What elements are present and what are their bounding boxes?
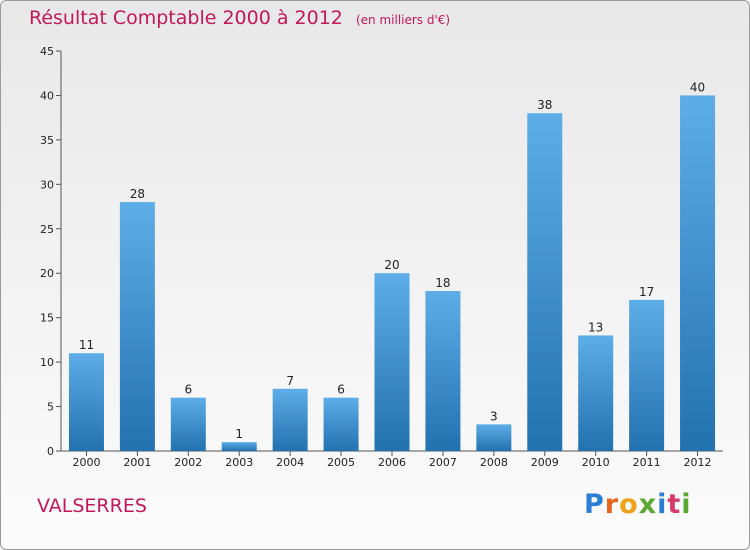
x-tick-label-2010: 2010 [582, 456, 610, 469]
bar-2007[interactable] [425, 291, 461, 451]
x-tick-label-2005: 2005 [327, 456, 355, 469]
value-label-2001: 28 [130, 187, 145, 201]
bar-2003[interactable] [221, 442, 257, 451]
bar-2004[interactable] [272, 388, 308, 451]
x-tick-label-2002: 2002 [174, 456, 202, 469]
x-tick-label-2011: 2011 [633, 456, 661, 469]
y-tick-label: 35 [40, 134, 54, 147]
value-label-2012: 40 [690, 80, 705, 94]
logo-letter: x [638, 489, 658, 520]
value-label-2009: 38 [537, 98, 552, 112]
x-tick-label-2003: 2003 [225, 456, 253, 469]
chart-subtitle: (en milliers d'€) [355, 13, 451, 27]
y-tick-label: 25 [40, 223, 54, 236]
chart-title: Résultat Comptable 2000 à 2012 [29, 7, 343, 29]
value-label-2002: 6 [184, 383, 192, 397]
y-tick-label: 5 [47, 401, 54, 414]
bar-2000[interactable] [68, 353, 104, 451]
x-tick-label-2004: 2004 [276, 456, 304, 469]
x-tick-label-2012: 2012 [684, 456, 712, 469]
y-tick-label: 10 [40, 356, 54, 369]
y-tick-label: 30 [40, 178, 54, 191]
bar-2012[interactable] [680, 95, 716, 451]
value-label-2005: 6 [337, 383, 345, 397]
x-tick-label-2007: 2007 [429, 456, 457, 469]
logo-letter: i [681, 489, 692, 520]
logo-letter: o [619, 489, 639, 520]
bar-2002[interactable] [170, 397, 206, 451]
proxiti-logo[interactable]: Proxiti [584, 489, 692, 520]
bar-2001[interactable] [119, 202, 155, 451]
x-tick-label-2008: 2008 [480, 456, 508, 469]
y-tick-label: 20 [40, 267, 54, 280]
value-label-2000: 11 [79, 338, 94, 352]
x-tick-label-2009: 2009 [531, 456, 559, 469]
y-tick-label: 15 [40, 312, 54, 325]
bar-2005[interactable] [323, 397, 359, 451]
bar-2009[interactable] [527, 113, 563, 451]
x-tick-label-2000: 2000 [72, 456, 100, 469]
bar-2006[interactable] [374, 273, 410, 451]
y-tick-label: 0 [47, 445, 54, 458]
value-label-2011: 17 [639, 285, 654, 299]
value-label-2010: 13 [588, 320, 603, 334]
value-label-2007: 18 [435, 276, 450, 290]
x-tick-label-2006: 2006 [378, 456, 406, 469]
bar-2010[interactable] [578, 335, 614, 451]
value-label-2008: 3 [490, 409, 498, 423]
y-tick-label: 40 [40, 89, 54, 102]
logo-letter: r [604, 489, 620, 520]
logo-letter: t [667, 489, 682, 520]
logo-letter: i [657, 489, 668, 520]
x-tick-label-2001: 2001 [123, 456, 151, 469]
bar-2011[interactable] [629, 299, 665, 451]
chart-title-block: Résultat Comptable 2000 à 2012 (en milli… [29, 7, 450, 29]
value-label-2003: 1 [235, 427, 243, 441]
bar-2008[interactable] [476, 424, 512, 451]
logo-letter: P [584, 489, 605, 520]
y-tick-label: 45 [40, 45, 54, 58]
value-label-2004: 7 [286, 374, 294, 388]
value-label-2006: 20 [384, 258, 399, 272]
place-name: VALSERRES [37, 495, 147, 517]
